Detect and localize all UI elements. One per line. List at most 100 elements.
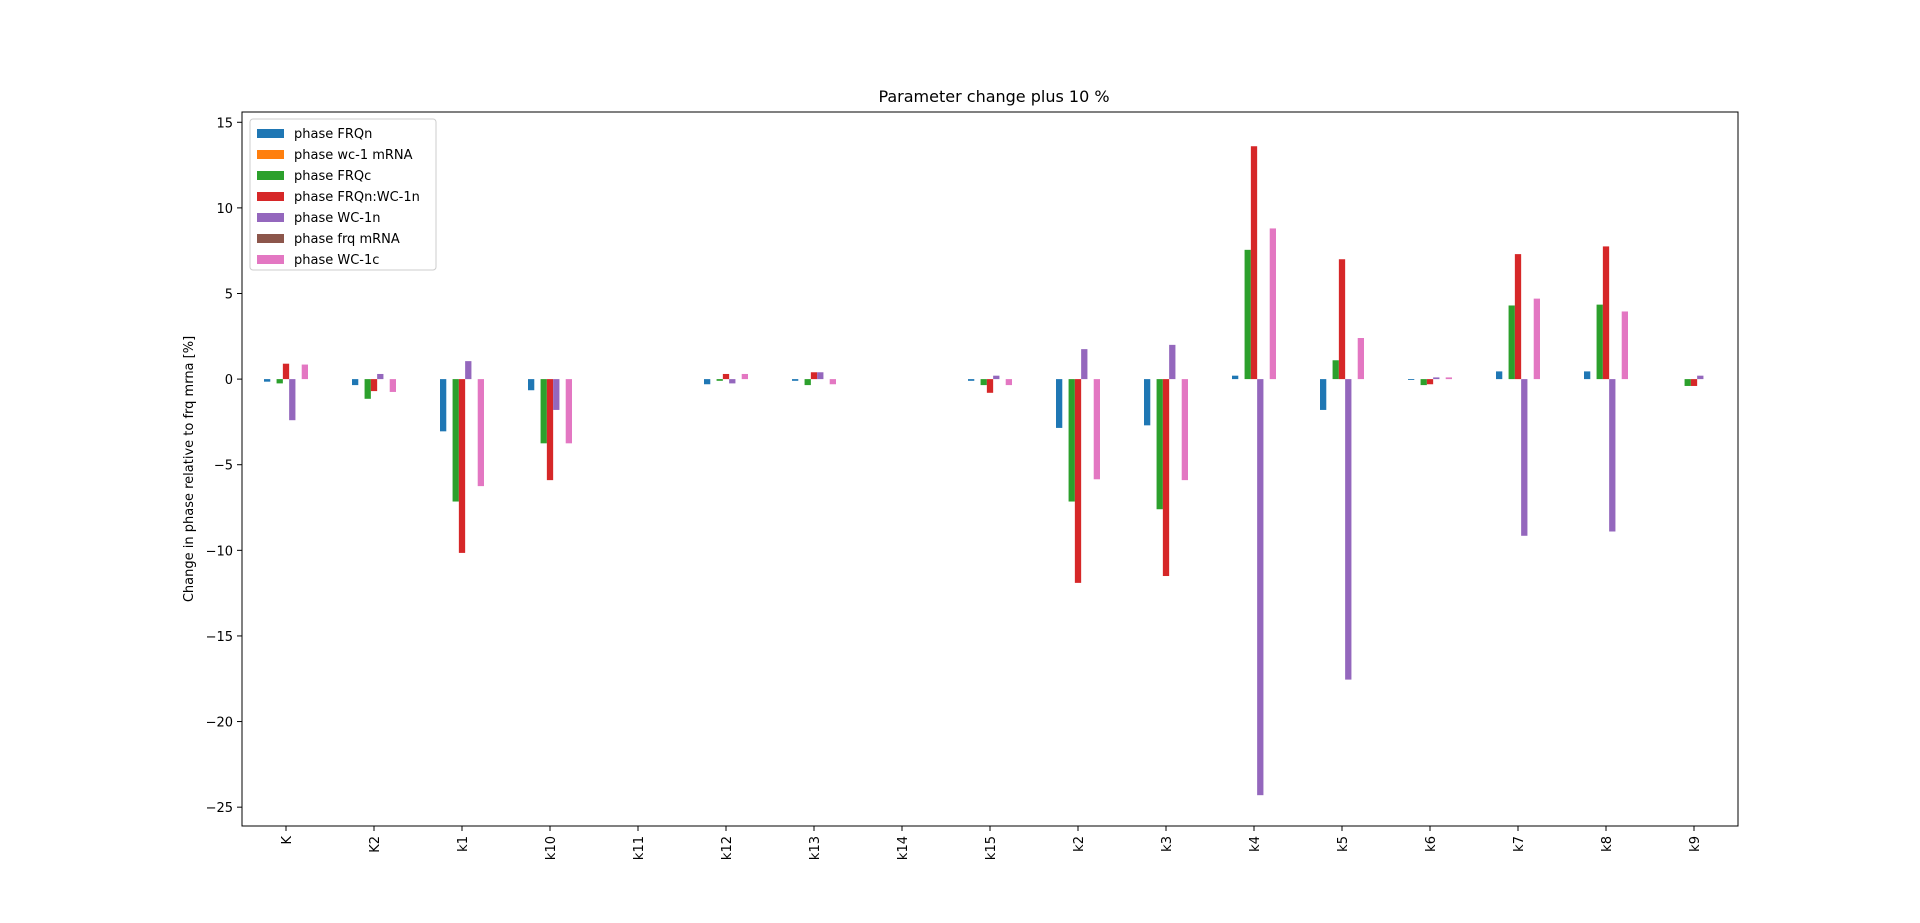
bar-k7-series-2: [1508, 305, 1515, 380]
bar-k13-series-2: [804, 379, 811, 386]
bar-k8-series-6: [1621, 311, 1628, 380]
legend-swatch: [257, 150, 284, 159]
bar-k6-series-4: [1433, 377, 1440, 380]
bar-k9-series-2: [1684, 379, 1691, 386]
bar-k8-series-4: [1609, 379, 1616, 532]
bar-k5-series-0: [1320, 379, 1327, 410]
x-tick-label-k2: k2: [1072, 836, 1087, 852]
bar-k2-series-3: [370, 379, 378, 392]
bar-k2-series-0: [352, 379, 359, 386]
bar-k13-series-6: [829, 379, 836, 385]
y-tick-label: 5: [225, 287, 233, 302]
bar-k5-series-6: [1357, 338, 1364, 380]
y-tick-label: 0: [225, 373, 233, 388]
legend-label: phase WC-1c: [294, 253, 379, 268]
x-tick-label-k9: k9: [1688, 836, 1703, 852]
legend-label: phase FRQn: [294, 127, 372, 142]
bar-k5-series-3: [1338, 259, 1346, 380]
bar-k-series-3: [282, 363, 290, 380]
bar-k12-series-4: [729, 379, 736, 384]
bar-k-series-2: [276, 379, 283, 384]
legend-swatch: [257, 213, 284, 222]
bar-k1-series-4: [465, 361, 472, 380]
bar-k7-series-3: [1514, 254, 1522, 380]
bar-k15-series-3: [986, 379, 994, 393]
bar-k2-series-0: [1056, 379, 1063, 428]
y-tick-label: 15: [216, 116, 233, 131]
legend-swatch: [257, 171, 284, 180]
x-tick-label-k13: k13: [808, 836, 823, 860]
y-axis-label: Change in phase relative to frq mrna [%]: [182, 336, 197, 602]
x-tick-label-k12: k12: [720, 836, 735, 860]
x-tick-label-k10: k10: [544, 836, 559, 860]
legend-label: phase WC-1n: [294, 211, 381, 226]
bar-k10-series-0: [528, 379, 535, 391]
bar-k15-series-2: [980, 379, 987, 386]
bar-k6-series-3: [1426, 379, 1434, 385]
x-tick-label-k8: k8: [1600, 836, 1615, 852]
bar-k6-series-6: [1445, 377, 1452, 380]
bar-k7-series-6: [1533, 298, 1540, 380]
bar-k8-series-0: [1584, 371, 1591, 380]
bar-k8-series-3: [1602, 246, 1610, 380]
x-tick-label-k14: k14: [896, 836, 911, 860]
y-tick-label: 10: [216, 202, 233, 217]
x-tick-label-k11: k11: [632, 836, 647, 860]
plot-frame: [241, 111, 1739, 827]
bar-k-series-6: [301, 364, 308, 380]
bar-k5-series-4: [1345, 379, 1352, 680]
x-tick-label-k2: K2: [368, 836, 383, 853]
bar-k10-series-6: [565, 379, 572, 444]
bar-k15-series-4: [993, 375, 1000, 380]
x-tick-label-k: K: [280, 836, 295, 845]
bar-k12-series-0: [704, 379, 711, 385]
x-tick-label-k3: k3: [1160, 836, 1175, 852]
bar-k4-series-0: [1232, 375, 1239, 380]
legend-swatch: [257, 192, 284, 201]
bar-k5-series-2: [1332, 360, 1339, 380]
bar-k13-series-0: [792, 379, 799, 381]
bar-k12-series-6: [741, 373, 748, 380]
bar-k1-series-2: [452, 379, 459, 502]
bar-k2-series-4: [1081, 349, 1088, 380]
x-tick-label-k1: k1: [456, 836, 471, 852]
legend: phase FRQn phase wc-1 mRNA phase FRQc phase…: [249, 118, 437, 271]
bar-k10-series-4: [553, 379, 560, 410]
bar-k3-series-2: [1156, 379, 1163, 510]
chart-title: Parameter change plus 10 %: [878, 87, 1109, 106]
bar-k2-series-2: [1068, 379, 1075, 502]
bar-k13-series-3: [810, 372, 818, 380]
bar-k3-series-4: [1169, 344, 1176, 380]
bar-k12-series-3: [722, 373, 730, 380]
bar-k12-series-2: [716, 379, 723, 381]
bar-k6-series-0: [1408, 379, 1415, 380]
bar-k9-series-3: [1690, 379, 1698, 386]
bar-k2-series-6: [1093, 379, 1100, 480]
bar-k-series-0: [264, 379, 271, 382]
bar-k7-series-0: [1496, 371, 1503, 380]
bar-k15-series-6: [1005, 379, 1012, 386]
legend-swatch: [257, 255, 284, 264]
axes-group: 15 10 5 0 −5 −10 −15 −20 −25 K K2 k1 k10 k11 k12 k13 k14…: [206, 111, 1739, 860]
x-tick-label-k7: k7: [1512, 836, 1527, 852]
bar-k9-series-4: [1697, 375, 1704, 380]
bar-k1-series-0: [440, 379, 447, 432]
y-tick-label: −25: [206, 801, 233, 816]
bar-k8-series-2: [1596, 304, 1603, 380]
bar-k3-series-0: [1144, 379, 1151, 426]
bar-k3-series-6: [1181, 379, 1188, 481]
bar-k2-series-4: [377, 373, 384, 380]
y-tick-label: −5: [214, 459, 233, 474]
legend-label: phase FRQc: [294, 169, 371, 184]
y-tick-label: −20: [206, 716, 233, 731]
bar-k13-series-4: [817, 372, 824, 380]
bar-k3-series-3: [1162, 379, 1170, 577]
x-tick-label-k5: k5: [1336, 836, 1351, 852]
bar-k1-series-3: [458, 379, 466, 553]
legend-label: phase FRQn:WC-1n: [294, 190, 420, 205]
bars-group: [264, 146, 1704, 796]
bar-k10-series-3: [546, 379, 554, 481]
y-tick-label: −15: [206, 630, 233, 645]
x-tick-label-k15: k15: [984, 836, 999, 860]
